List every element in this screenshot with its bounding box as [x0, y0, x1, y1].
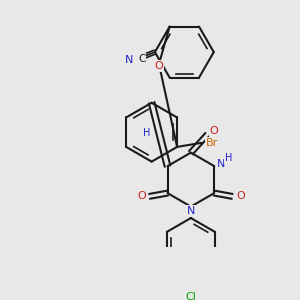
Text: H: H [143, 128, 150, 138]
Text: Br: Br [206, 138, 218, 148]
Text: O: O [209, 126, 218, 136]
Text: O: O [154, 61, 164, 71]
Text: H: H [225, 153, 233, 163]
Text: Cl: Cl [185, 292, 196, 300]
Text: O: O [137, 191, 146, 201]
Text: N: N [187, 206, 195, 216]
Text: C: C [138, 54, 146, 64]
Text: N: N [124, 55, 133, 65]
Text: O: O [236, 191, 245, 201]
Text: N: N [217, 160, 225, 170]
